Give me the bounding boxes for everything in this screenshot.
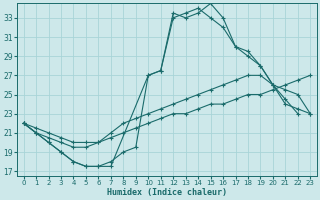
X-axis label: Humidex (Indice chaleur): Humidex (Indice chaleur) xyxy=(107,188,227,197)
